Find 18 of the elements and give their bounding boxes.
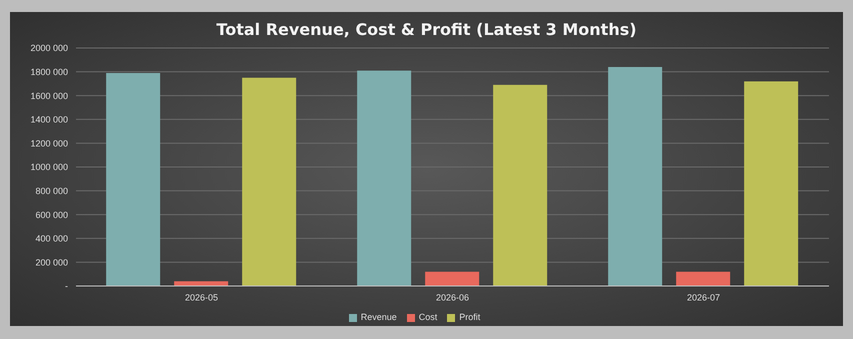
y-tick-label: 1800 000: [30, 66, 68, 77]
y-tick-label: 1600 000: [30, 90, 68, 101]
legend-label: Profit: [459, 312, 480, 322]
y-tick-label: 800 000: [35, 186, 68, 196]
y-tick-label: 400 000: [35, 234, 68, 244]
y-tick-label: 1000 000: [30, 162, 68, 172]
legend-label: Revenue: [360, 312, 397, 322]
y-tick-label: 2000 000: [30, 43, 68, 54]
x-tick-label: 2026-07: [686, 292, 720, 302]
y-tick-label: 1400 000: [30, 114, 68, 125]
y-tick-label: 600 000: [35, 210, 68, 220]
legend-label: Cost: [418, 312, 438, 322]
x-tick-label: 2026-06: [436, 292, 470, 302]
y-tick-label: 200 000: [35, 257, 68, 268]
chart-title: Total Revenue, Cost & Profit (Latest 3 Months): [215, 20, 638, 39]
y-tick-label: 1200 000: [30, 138, 68, 148]
y-tick-label: -: [65, 281, 68, 292]
x-tick-label: 2026-05: [184, 292, 218, 302]
